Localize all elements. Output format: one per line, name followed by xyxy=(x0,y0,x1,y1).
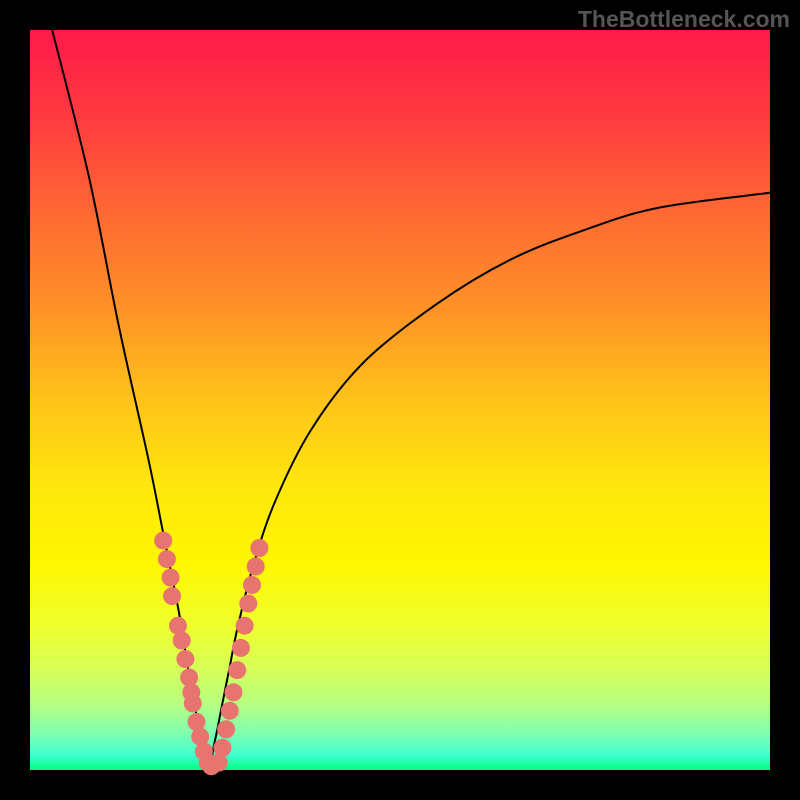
marker-left xyxy=(158,550,176,568)
marker-left xyxy=(176,650,194,668)
chart-container: TheBottleneck.com xyxy=(0,0,800,800)
marker-right xyxy=(236,617,254,635)
marker-right xyxy=(239,595,257,613)
marker-left xyxy=(173,632,191,650)
watermark-text: TheBottleneck.com xyxy=(578,6,790,33)
chart-svg xyxy=(0,0,800,800)
marker-right xyxy=(250,539,268,557)
marker-right xyxy=(228,661,246,679)
marker-right xyxy=(217,720,235,738)
marker-right xyxy=(243,576,261,594)
marker-left xyxy=(184,694,202,712)
marker-right xyxy=(221,702,239,720)
marker-left xyxy=(163,587,181,605)
marker-left xyxy=(154,532,172,550)
marker-right xyxy=(225,683,243,701)
marker-right xyxy=(232,639,250,657)
marker-left xyxy=(162,569,180,587)
plot-background xyxy=(30,30,770,770)
marker-right xyxy=(213,739,231,757)
marker-right xyxy=(247,558,265,576)
